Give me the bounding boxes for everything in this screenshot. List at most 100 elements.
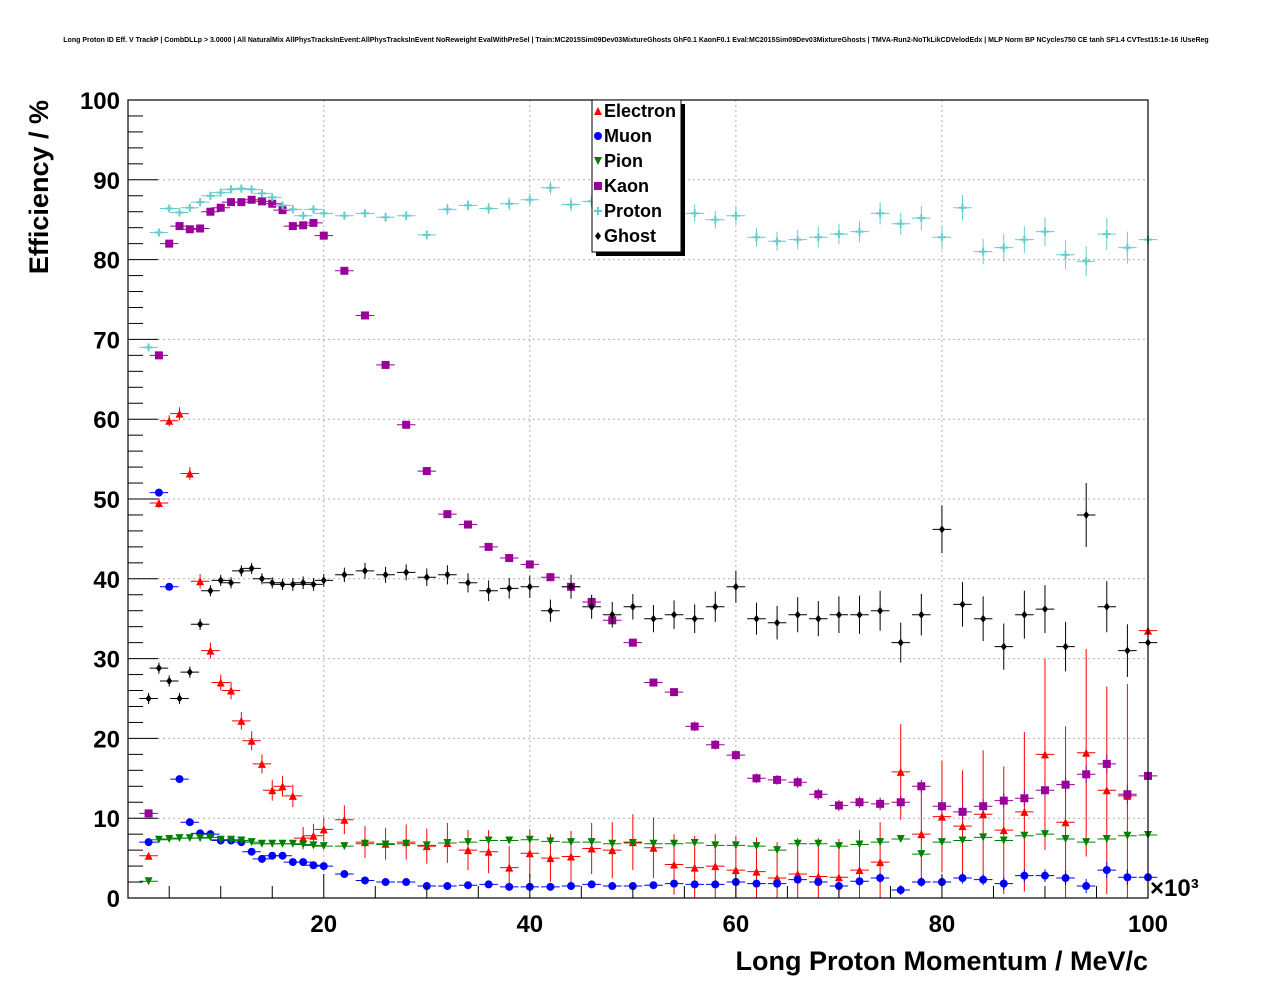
proton-point <box>814 233 823 242</box>
ghost-point <box>258 574 265 583</box>
electron-point <box>731 866 740 875</box>
muon-point <box>185 818 194 827</box>
y-tick-label: 0 <box>107 886 120 913</box>
pion-point <box>814 839 823 848</box>
ghost-point <box>269 578 276 587</box>
pion-point <box>505 836 514 845</box>
electron-point <box>876 858 885 867</box>
y-tick-label: 80 <box>93 248 120 275</box>
electron-point <box>196 577 205 586</box>
proton-point <box>690 209 699 218</box>
pion-point <box>1123 831 1132 840</box>
ghost-point <box>753 614 760 623</box>
muon-point <box>402 878 411 887</box>
electron-point <box>752 867 761 876</box>
muon-point <box>484 880 493 889</box>
proton-point <box>319 209 328 218</box>
muon-point <box>154 488 163 497</box>
pion-point <box>288 839 297 848</box>
pion-point <box>896 834 905 843</box>
kaon-point <box>1061 780 1070 789</box>
kaon-point <box>525 560 534 569</box>
pion-point <box>185 834 194 843</box>
electron-point <box>834 873 843 882</box>
proton-point <box>196 198 205 207</box>
electron-point <box>319 825 328 834</box>
electron-point <box>247 736 256 745</box>
proton-point <box>299 211 308 220</box>
electron-point <box>814 872 823 881</box>
kaon-point <box>185 225 194 234</box>
pion-point <box>731 841 740 850</box>
electron-point <box>567 852 576 861</box>
muon-point <box>340 870 349 879</box>
proton-point <box>1123 243 1132 252</box>
x-tick-label: 60 <box>723 911 750 938</box>
kaon-point <box>247 195 256 204</box>
kaon-point <box>196 224 205 233</box>
electron-point <box>185 469 194 478</box>
electron-point <box>793 870 802 879</box>
electron-point <box>896 767 905 776</box>
muon-point <box>917 878 926 887</box>
proton-point <box>247 185 256 194</box>
ghost-point <box>856 610 863 619</box>
pion-point <box>340 842 349 851</box>
ghost-point <box>403 568 410 577</box>
electron-point <box>773 874 782 883</box>
electron-point <box>958 822 967 831</box>
kaon-point <box>1040 786 1049 795</box>
proton-point <box>402 211 411 220</box>
electron-point <box>288 791 297 800</box>
proton-point <box>958 203 967 212</box>
electron-point <box>711 862 720 871</box>
kaon-point <box>268 199 277 208</box>
legend-label-electron: Electron <box>604 101 676 121</box>
axes: 0 10 20 30 40 50 60 70 80 90 100 20 40 60 80 100 <box>80 88 1168 938</box>
x-tick-label: 20 <box>310 911 337 938</box>
proton-point <box>773 237 782 246</box>
electron-point <box>1082 748 1091 757</box>
legend-label-muon: Muon <box>604 126 652 146</box>
legend-label-proton: Proton <box>604 201 662 221</box>
pion-point <box>144 877 153 886</box>
proton-point <box>443 205 452 214</box>
muon-point <box>1040 871 1049 880</box>
y-tick-label: 20 <box>93 726 120 753</box>
kaon-point <box>340 266 349 275</box>
electron-point <box>690 863 699 872</box>
ghost-point <box>1000 642 1007 651</box>
muon-point <box>690 880 699 889</box>
pion-point <box>381 840 390 849</box>
proton-point <box>752 233 761 242</box>
ghost-point <box>341 570 348 579</box>
kaon-point <box>237 198 246 207</box>
legend-marker-kaon <box>594 182 602 190</box>
legend-marker-muon <box>594 132 602 140</box>
pion-point <box>834 842 843 851</box>
y-tick-label: 70 <box>93 327 120 354</box>
electron-point <box>206 646 215 655</box>
proton-point <box>793 235 802 244</box>
muon-point <box>567 882 576 891</box>
y-tick-label: 90 <box>93 168 120 195</box>
kaon-point <box>690 722 699 731</box>
proton-point <box>422 230 431 239</box>
ghost-point <box>382 570 389 579</box>
pion-point <box>227 835 236 844</box>
ghost-point <box>959 600 966 609</box>
proton-point <box>154 228 163 237</box>
kaon-point <box>546 573 555 582</box>
muon-point <box>268 851 277 860</box>
kaon-point <box>278 206 287 215</box>
muon-point <box>773 879 782 888</box>
pion-point <box>299 840 308 849</box>
pion-point <box>670 839 679 848</box>
legend-marker-pion <box>594 157 602 165</box>
kaon-point <box>257 197 266 206</box>
pion-point <box>1061 834 1070 843</box>
ghost-point <box>145 694 152 703</box>
muon-point <box>443 882 452 891</box>
pion-point <box>443 838 452 847</box>
kaon-point <box>1102 759 1111 768</box>
